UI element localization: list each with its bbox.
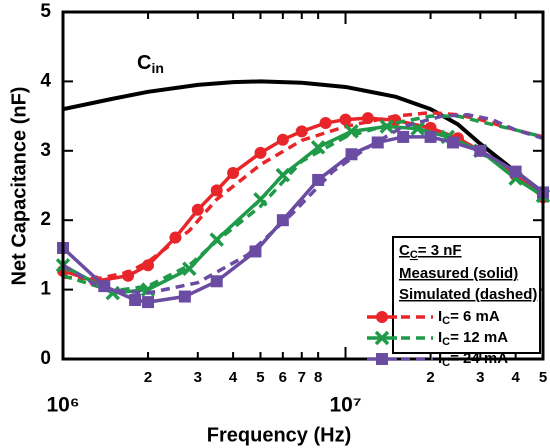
legend-label-text: I (438, 350, 442, 367)
legend-label-sub: C (442, 336, 450, 348)
y-tick-label: 1 (40, 279, 51, 300)
legend-title-sub: C (410, 249, 418, 261)
x-tick-label: 2 (426, 369, 434, 386)
x-axis-title: Frequency (Hz) (207, 424, 351, 446)
legend-label-text: I (438, 308, 442, 325)
marker (275, 167, 291, 183)
legend-label-sub: C (442, 357, 450, 369)
marker (249, 245, 262, 258)
marker (276, 133, 289, 146)
x-tick-label: 4 (511, 369, 520, 386)
annotation: Cin (137, 52, 164, 75)
y-axis-title: Net Capacitance (nF) (8, 87, 30, 286)
legend-label-sub: C (442, 315, 450, 327)
x-tick-label: 5 (539, 369, 547, 386)
y-tick-label: 2 (40, 209, 51, 230)
legend-label: IC= 24 mA (438, 350, 508, 369)
marker (509, 165, 522, 178)
marker (142, 296, 155, 309)
annotation-text: C (137, 52, 151, 74)
x-tick-label: 3 (476, 369, 484, 386)
legend-label-tail: = 12 mA (450, 329, 508, 346)
series-line (62, 114, 544, 293)
x-tick-label: 4 (229, 369, 238, 386)
marker (339, 113, 352, 126)
legend-title-tail: = 3 nF (418, 242, 462, 259)
marker (178, 290, 191, 303)
x-tick-label: 10⁶ (46, 394, 79, 417)
legend-measured: Measured (solid) (399, 265, 518, 282)
y-tick-label: 3 (40, 140, 51, 161)
marker (397, 130, 410, 143)
marker (210, 275, 223, 288)
x-tick-label: 10⁷ (330, 394, 362, 417)
marker (254, 146, 267, 159)
series-line (62, 110, 544, 281)
marker (227, 167, 240, 180)
annotation-sub: in (151, 60, 163, 76)
legend-label-tail: = 6 mA (450, 308, 500, 325)
x-tick-label: 8 (314, 369, 322, 386)
legend-title-text: C (399, 242, 410, 259)
marker (376, 353, 388, 365)
legend-title: CC= 3 nF (399, 242, 462, 261)
x-tick-label: 6 (279, 369, 287, 386)
y-tick-label: 4 (40, 70, 51, 91)
legend-label: IC= 6 mA (438, 308, 500, 327)
marker (474, 144, 487, 157)
marker (319, 117, 332, 130)
series-line (62, 79, 545, 195)
x-tick-label: 7 (298, 369, 306, 386)
x-tick-label: 3 (194, 369, 202, 386)
marker (210, 184, 223, 197)
legend-label-tail: = 24 mA (450, 350, 508, 367)
legend-simulated: Simulated (dashed) (399, 286, 537, 303)
marker (182, 261, 197, 277)
marker (295, 125, 308, 138)
x-tick-label: 2 (144, 369, 152, 386)
marker (424, 130, 437, 143)
x-tick-label: 5 (256, 369, 264, 386)
y-tick-label: 5 (40, 1, 51, 22)
marker (129, 294, 142, 307)
legend-box (392, 236, 541, 354)
plot-frame (61, 10, 545, 361)
marker (191, 203, 204, 216)
marker (310, 140, 326, 155)
legend-label-text: I (438, 329, 442, 346)
marker (374, 330, 390, 346)
marker (376, 311, 388, 323)
legend-label: IC= 12 mA (438, 329, 508, 348)
y-tick-label: 0 (40, 348, 51, 369)
marker (345, 148, 358, 161)
marker (142, 259, 155, 272)
marker (446, 136, 459, 149)
